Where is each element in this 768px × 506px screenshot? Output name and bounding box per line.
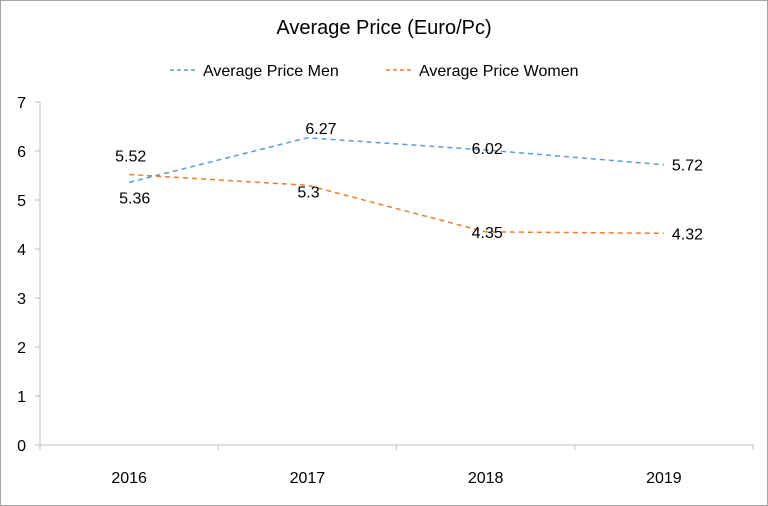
y-tick-label: 3 [17, 291, 26, 308]
y-tick-label: 5 [17, 193, 26, 210]
y-tick-label: 6 [17, 144, 26, 161]
data-labels: 5.36 6.27 6.02 5.72 5.52 5.3 4.35 4.32 [115, 121, 703, 244]
x-tick-label: 2017 [290, 470, 326, 487]
y-tick-label: 4 [17, 242, 26, 259]
axes: 0 1 2 3 4 5 6 7 2016 2017 2018 2019 [17, 95, 754, 487]
x-tick-label: 2016 [111, 470, 147, 487]
legend-label: Average Price Women [419, 63, 578, 80]
data-label: 6.27 [305, 121, 336, 138]
y-tick-label: 2 [17, 340, 26, 357]
y-tick-label: 1 [17, 389, 26, 406]
data-label: 6.02 [472, 141, 503, 158]
legend-label: Average Price Men [203, 63, 339, 80]
x-tick-label: 2018 [468, 470, 504, 487]
data-label: 5.72 [672, 158, 703, 175]
data-label: 4.35 [472, 225, 503, 242]
data-label: 5.52 [115, 149, 146, 166]
y-tick-label: 7 [17, 95, 26, 112]
data-label: 4.32 [672, 226, 703, 243]
data-label: 5.36 [119, 190, 150, 207]
legend: Average Price Men Average Price Women [170, 63, 578, 80]
series-line [128, 137, 664, 184]
series-layer [128, 137, 664, 235]
x-tick-label: 2019 [646, 470, 682, 487]
y-tick-label: 0 [17, 438, 26, 455]
chart-title: Average Price (Euro/Pc) [276, 17, 491, 39]
data-label: 5.3 [297, 184, 319, 201]
series-line [129, 173, 664, 235]
